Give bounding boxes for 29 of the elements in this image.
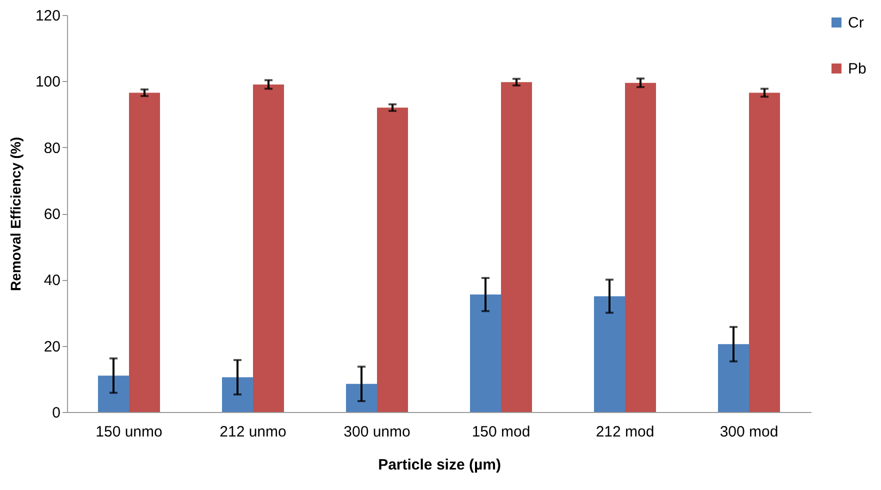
y-axis-title: Removal Efficiency (%)	[7, 136, 24, 292]
bar	[625, 82, 656, 412]
y-tick-label: 80	[44, 140, 60, 157]
y-tick-label: 0	[52, 404, 60, 422]
x-tick-label: 212 unmo	[220, 424, 286, 440]
x-tick-label: 150 mod	[472, 424, 530, 440]
x-tick-label: 212 mod	[596, 424, 654, 440]
y-tick-label: 40	[44, 272, 60, 290]
y-tick-label: 60	[44, 206, 60, 223]
y-tick-label: 120	[35, 8, 60, 24]
bar	[377, 108, 408, 412]
x-tick-label: 300 unmo	[344, 424, 410, 440]
bar	[594, 296, 625, 412]
bar	[98, 376, 129, 412]
bar	[501, 82, 532, 412]
x-tick-label: 300 mod	[720, 424, 778, 440]
x-tick-label: 150 unmo	[96, 424, 162, 440]
x-axis-title: Particle size (µm)	[378, 456, 501, 474]
legend-label: Cr	[848, 14, 864, 32]
y-tick-label: 100	[35, 74, 60, 91]
bar	[129, 92, 160, 412]
legend-label: Pb	[848, 60, 866, 78]
bar	[718, 344, 749, 412]
bar	[470, 294, 501, 412]
y-tick-label: 20	[44, 338, 60, 356]
bar	[222, 377, 253, 412]
bar	[346, 384, 377, 412]
bar	[749, 92, 780, 412]
bar	[253, 84, 284, 412]
